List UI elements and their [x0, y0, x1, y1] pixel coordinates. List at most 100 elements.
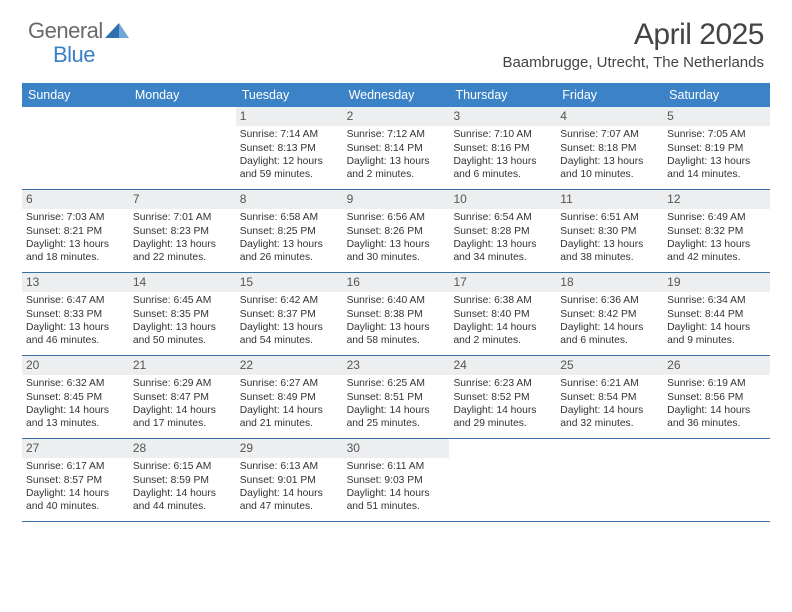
weekday-header: Friday [556, 83, 663, 107]
day-details: Sunrise: 6:32 AMSunset: 8:45 PMDaylight:… [26, 377, 124, 430]
day-details: Sunrise: 6:34 AMSunset: 8:44 PMDaylight:… [667, 294, 765, 347]
day-details: Sunrise: 6:21 AMSunset: 8:54 PMDaylight:… [560, 377, 658, 430]
day-details: Sunrise: 7:10 AMSunset: 8:16 PMDaylight:… [453, 128, 551, 181]
day-details: Sunrise: 6:36 AMSunset: 8:42 PMDaylight:… [560, 294, 658, 347]
day-number: 28 [129, 439, 236, 458]
calendar-cell: 23 Sunrise: 6:25 AMSunset: 8:51 PMDayligh… [343, 356, 450, 438]
day-details: Sunrise: 6:47 AMSunset: 8:33 PMDaylight:… [26, 294, 124, 347]
calendar-cell: 12Sunrise: 6:49 AMSunset: 8:32 PMDayligh… [663, 190, 770, 272]
day-number: 19 [663, 273, 770, 292]
day-number: 1 [236, 107, 343, 126]
calendar-cell: 24 Sunrise: 6:23 AMSunset: 8:52 PMDayligh… [449, 356, 556, 438]
weekday-header: Thursday [449, 83, 556, 107]
calendar-cell: 29 Sunrise: 6:13 AMSunset: 9:01 PMDayligh… [236, 439, 343, 521]
logo-text-general: General [28, 18, 103, 44]
day-details: Sunrise: 6:25 AMSunset: 8:51 PMDaylight:… [347, 377, 445, 430]
calendar-cell: 21 Sunrise: 6:29 AMSunset: 8:47 PMDayligh… [129, 356, 236, 438]
calendar-cell: 19 Sunrise: 6:34 AMSunset: 8:44 PMDayligh… [663, 273, 770, 355]
day-details: Sunrise: 6:45 AMSunset: 8:35 PMDaylight:… [133, 294, 231, 347]
calendar-row: 6Sunrise: 7:03 AMSunset: 8:21 PMDaylight… [22, 190, 770, 273]
day-number: 16 [343, 273, 450, 292]
calendar: SundayMondayTuesdayWednesdayThursdayFrid… [22, 83, 770, 522]
day-number: 27 [22, 439, 129, 458]
month-title: April 2025 [502, 18, 764, 52]
weekday-header: Monday [129, 83, 236, 107]
day-details: Sunrise: 6:15 AMSunset: 8:59 PMDaylight:… [133, 460, 231, 513]
calendar-cell: 14 Sunrise: 6:45 AMSunset: 8:35 PMDayligh… [129, 273, 236, 355]
calendar-cell: 2 Sunrise: 7:12 AMSunset: 8:14 PMDaylight… [343, 107, 450, 189]
calendar-cell [22, 107, 129, 189]
calendar-cell: 7Sunrise: 7:01 AMSunset: 8:23 PMDaylight… [129, 190, 236, 272]
day-details: Sunrise: 7:14 AMSunset: 8:13 PMDaylight:… [240, 128, 338, 181]
day-details: Sunrise: 6:13 AMSunset: 9:01 PMDaylight:… [240, 460, 338, 513]
calendar-cell: 11Sunrise: 6:51 AMSunset: 8:30 PMDayligh… [556, 190, 663, 272]
day-number: 2 [343, 107, 450, 126]
day-number: 23 [343, 356, 450, 375]
calendar-cell: 27Sunrise: 6:17 AMSunset: 8:57 PMDayligh… [22, 439, 129, 521]
day-number: 30 [343, 439, 450, 458]
day-number: 8 [236, 190, 343, 209]
location-text: Baambrugge, Utrecht, The Netherlands [502, 54, 764, 71]
day-number: 22 [236, 356, 343, 375]
calendar-cell: 16Sunrise: 6:40 AMSunset: 8:38 PMDayligh… [343, 273, 450, 355]
day-number: 4 [556, 107, 663, 126]
day-number: 29 [236, 439, 343, 458]
day-details: Sunrise: 7:07 AMSunset: 8:18 PMDaylight:… [560, 128, 658, 181]
day-number: 20 [22, 356, 129, 375]
day-number: 21 [129, 356, 236, 375]
day-number: 14 [129, 273, 236, 292]
calendar-cell: 8Sunrise: 6:58 AMSunset: 8:25 PMDaylight… [236, 190, 343, 272]
calendar-header-row: SundayMondayTuesdayWednesdayThursdayFrid… [22, 83, 770, 107]
calendar-cell: 9 Sunrise: 6:56 AMSunset: 8:26 PMDaylight… [343, 190, 450, 272]
calendar-cell [449, 439, 556, 521]
day-details: Sunrise: 6:38 AMSunset: 8:40 PMDaylight:… [453, 294, 551, 347]
calendar-cell: 6Sunrise: 7:03 AMSunset: 8:21 PMDaylight… [22, 190, 129, 272]
day-number: 9 [343, 190, 450, 209]
logo: General [28, 18, 133, 44]
day-number: 25 [556, 356, 663, 375]
calendar-cell [129, 107, 236, 189]
calendar-body: 1 Sunrise: 7:14 AMSunset: 8:13 PMDaylight… [22, 107, 770, 522]
calendar-row: 1 Sunrise: 7:14 AMSunset: 8:13 PMDaylight… [22, 107, 770, 190]
logo-text-blue: Blue [53, 42, 95, 67]
day-number: 3 [449, 107, 556, 126]
day-number: 5 [663, 107, 770, 126]
calendar-cell: 30Sunrise: 6:11 AMSunset: 9:03 PMDayligh… [343, 439, 450, 521]
logo-blue-wrap: Blue [55, 42, 95, 68]
day-details: Sunrise: 6:51 AMSunset: 8:30 PMDaylight:… [560, 211, 658, 264]
day-details: Sunrise: 6:27 AMSunset: 8:49 PMDaylight:… [240, 377, 338, 430]
calendar-cell: 18Sunrise: 6:36 AMSunset: 8:42 PMDayligh… [556, 273, 663, 355]
day-number: 15 [236, 273, 343, 292]
day-details: Sunrise: 6:23 AMSunset: 8:52 PMDaylight:… [453, 377, 551, 430]
calendar-cell [663, 439, 770, 521]
calendar-row: 27Sunrise: 6:17 AMSunset: 8:57 PMDayligh… [22, 439, 770, 522]
day-details: Sunrise: 6:29 AMSunset: 8:47 PMDaylight:… [133, 377, 231, 430]
day-details: Sunrise: 7:12 AMSunset: 8:14 PMDaylight:… [347, 128, 445, 181]
calendar-cell: 28 Sunrise: 6:15 AMSunset: 8:59 PMDayligh… [129, 439, 236, 521]
calendar-cell: 10 Sunrise: 6:54 AMSunset: 8:28 PMDayligh… [449, 190, 556, 272]
day-details: Sunrise: 6:54 AMSunset: 8:28 PMDaylight:… [453, 211, 551, 264]
day-details: Sunrise: 6:56 AMSunset: 8:26 PMDaylight:… [347, 211, 445, 264]
calendar-cell: 22 Sunrise: 6:27 AMSunset: 8:49 PMDayligh… [236, 356, 343, 438]
day-number: 13 [22, 273, 129, 292]
day-number: 26 [663, 356, 770, 375]
calendar-cell: 15Sunrise: 6:42 AMSunset: 8:37 PMDayligh… [236, 273, 343, 355]
calendar-cell: 3 Sunrise: 7:10 AMSunset: 8:16 PMDaylight… [449, 107, 556, 189]
day-details: Sunrise: 7:01 AMSunset: 8:23 PMDaylight:… [133, 211, 231, 264]
calendar-cell: 26 Sunrise: 6:19 AMSunset: 8:56 PMDayligh… [663, 356, 770, 438]
day-number: 12 [663, 190, 770, 209]
day-number: 10 [449, 190, 556, 209]
calendar-row: 13 Sunrise: 6:47 AMSunset: 8:33 PMDayligh… [22, 273, 770, 356]
calendar-cell: 20 Sunrise: 6:32 AMSunset: 8:45 PMDayligh… [22, 356, 129, 438]
calendar-cell: 1 Sunrise: 7:14 AMSunset: 8:13 PMDaylight… [236, 107, 343, 189]
header: General April 2025 Baambrugge, Utrecht, … [0, 0, 792, 77]
day-details: Sunrise: 6:19 AMSunset: 8:56 PMDaylight:… [667, 377, 765, 430]
weekday-header: Tuesday [236, 83, 343, 107]
day-details: Sunrise: 7:03 AMSunset: 8:21 PMDaylight:… [26, 211, 124, 264]
weekday-header: Saturday [663, 83, 770, 107]
weekday-header: Sunday [22, 83, 129, 107]
day-number: 24 [449, 356, 556, 375]
calendar-cell: 17Sunrise: 6:38 AMSunset: 8:40 PMDayligh… [449, 273, 556, 355]
day-details: Sunrise: 7:05 AMSunset: 8:19 PMDaylight:… [667, 128, 765, 181]
calendar-cell: 25 Sunrise: 6:21 AMSunset: 8:54 PMDayligh… [556, 356, 663, 438]
